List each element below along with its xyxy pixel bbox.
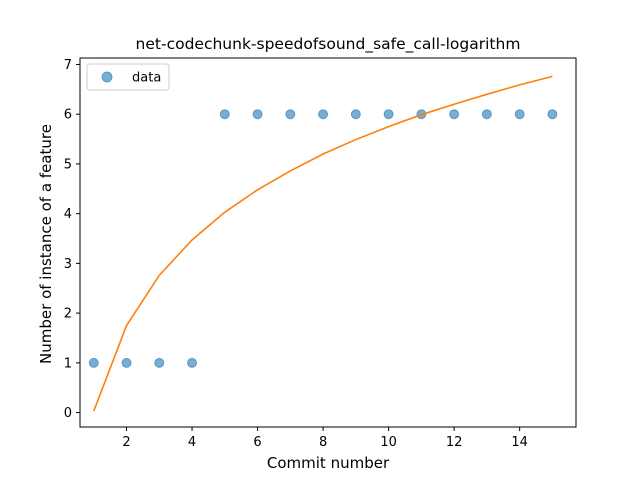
axes-frame xyxy=(79,57,577,428)
y-tick-label: 0 xyxy=(64,406,72,421)
data-point xyxy=(449,109,460,120)
chart-title: net-codechunk-speedofsound_safe_call-log… xyxy=(136,35,521,54)
fit-line xyxy=(93,75,553,412)
legend-label-data: data xyxy=(132,71,161,86)
x-tick-label: 2 xyxy=(122,435,130,450)
data-point xyxy=(514,109,525,120)
y-tick-label: 5 xyxy=(64,157,72,172)
x-tick-label: 12 xyxy=(446,435,463,450)
legend-frame xyxy=(86,63,170,91)
x-tick-label: 14 xyxy=(511,435,528,450)
data-point xyxy=(383,109,394,120)
x-tick-label: 6 xyxy=(253,435,261,450)
data-point xyxy=(88,357,99,368)
legend: data xyxy=(86,63,170,91)
plot-area xyxy=(88,75,558,412)
y-tick-label: 2 xyxy=(64,307,72,322)
data-point xyxy=(481,109,492,120)
x-axis-label: Commit number xyxy=(267,454,390,472)
data-point xyxy=(350,109,361,120)
x-tick-label: 4 xyxy=(188,435,196,450)
legend-marker-data xyxy=(101,71,113,83)
y-tick-label: 4 xyxy=(64,207,72,222)
data-point xyxy=(121,357,132,368)
data-point xyxy=(187,357,198,368)
data-point xyxy=(285,109,296,120)
x-tick-label: 8 xyxy=(319,435,327,450)
x-tick-label: 10 xyxy=(380,435,397,450)
data-point xyxy=(547,109,558,120)
y-axis-label: Number of instance of a feature xyxy=(37,124,55,364)
data-point xyxy=(318,109,329,120)
y-tick-label: 6 xyxy=(64,108,72,123)
data-point xyxy=(252,109,263,120)
y-tick-label: 7 xyxy=(64,58,72,73)
data-point xyxy=(219,109,230,120)
y-tick-label: 3 xyxy=(64,257,72,272)
y-tick-label: 1 xyxy=(64,356,72,371)
data-point xyxy=(154,357,165,368)
